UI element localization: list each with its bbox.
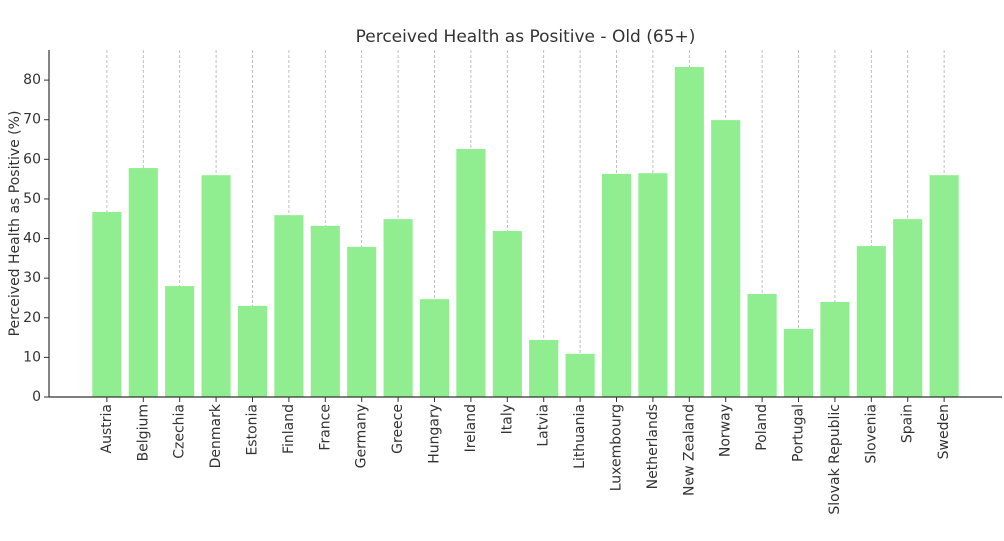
bar-france (310, 225, 340, 397)
y-tick-label: 20 (23, 310, 41, 326)
bar-slovak-republic (820, 301, 850, 397)
y-tick-label: 10 (23, 349, 41, 365)
y-tick-label: 0 (32, 389, 41, 405)
x-tick-label: France (317, 404, 333, 451)
bar-greece (383, 219, 413, 397)
y-tick-label: 30 (23, 270, 41, 286)
x-tick-label: Lithuania (572, 404, 588, 469)
bar-lithuania (565, 353, 595, 397)
x-tick-label: Latvia (536, 404, 552, 447)
bars (92, 67, 959, 398)
bar-poland (747, 294, 777, 397)
y-tick-label: 40 (23, 231, 41, 247)
bar-new-zealand (674, 67, 704, 397)
bar-belgium (128, 168, 158, 397)
bar-estonia (237, 305, 268, 397)
bar-portugal (783, 328, 814, 397)
gridlines (106, 50, 945, 397)
y-tick-label: 60 (23, 151, 41, 167)
bar-czechia (165, 286, 195, 397)
x-axis-ticks: Austria Belgium Czechia Denmark Estonia Finla… (99, 397, 952, 515)
x-tick-label: Denmark (208, 403, 224, 468)
x-tick-label: Estonia (244, 404, 260, 456)
x-tick-label: Norway (718, 404, 734, 457)
bar-ireland (456, 149, 486, 397)
x-tick-label: Netherlands (645, 404, 661, 489)
x-tick-label: Slovak Republic (827, 404, 843, 515)
bar-sweden (929, 175, 959, 397)
x-tick-label: New Zealand (681, 404, 697, 496)
bar-luxembourg (601, 173, 632, 397)
x-tick-label: Finland (281, 404, 297, 454)
bar-denmark (201, 175, 231, 397)
x-tick-label: Czechia (172, 404, 188, 459)
x-tick-label: Sweden (936, 404, 952, 459)
bar-germany (347, 246, 377, 397)
x-tick-label: Luxembourg (609, 404, 625, 491)
bar-finland (274, 215, 304, 397)
x-tick-label: Spain (900, 404, 916, 443)
x-tick-label: Belgium (135, 404, 151, 461)
bar-netherlands (638, 173, 668, 397)
bar-spain (893, 219, 923, 397)
x-tick-label: Poland (754, 404, 770, 451)
x-tick-label: Germany (354, 404, 370, 468)
bar-norway (711, 120, 741, 398)
bar-slovenia (856, 246, 886, 397)
bar-austria (92, 212, 122, 397)
y-tick-label: 70 (23, 112, 41, 128)
bar-hungary (419, 299, 450, 397)
y-tick-label: 50 (23, 191, 41, 207)
y-axis-ticks: 0 10 20 30 40 50 60 70 80 (23, 72, 49, 405)
bar-italy (492, 231, 522, 397)
x-tick-label: Hungary (426, 404, 442, 464)
x-tick-label: Slovenia (863, 404, 879, 464)
x-tick-label: Greece (390, 404, 406, 454)
x-tick-label: Ireland (463, 404, 479, 452)
x-tick-label: Italy (499, 404, 515, 434)
chart-title: Perceived Health as Positive - Old (65+) (356, 27, 696, 47)
bar-latvia (529, 339, 559, 397)
y-axis-label: Perceived Health as Positive (%) (7, 111, 23, 337)
x-tick-label: Austria (99, 404, 115, 453)
x-tick-label: Portugal (791, 404, 807, 462)
y-tick-label: 80 (23, 72, 41, 88)
